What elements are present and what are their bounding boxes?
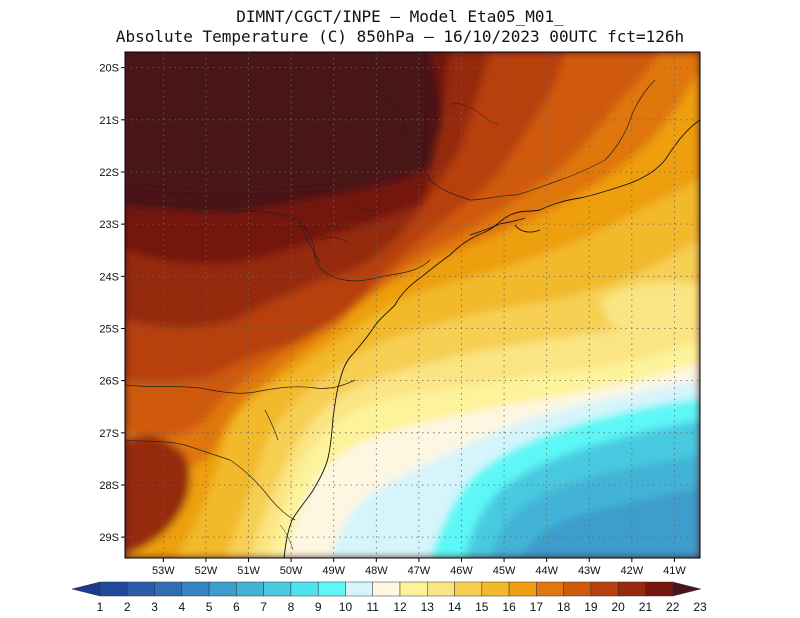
colorbar-label: 6 bbox=[233, 600, 240, 614]
lon-label: 47W bbox=[408, 565, 431, 577]
lon-label: 52W bbox=[195, 565, 218, 577]
lon-label: 48W bbox=[365, 565, 388, 577]
colorbar-swatch bbox=[317, 581, 346, 597]
colorbar-swatch bbox=[617, 581, 646, 597]
state-borders bbox=[125, 52, 656, 521]
lon-label: 53W bbox=[152, 565, 175, 577]
colorbar-swatch bbox=[563, 581, 592, 597]
colorbar-label: 15 bbox=[475, 600, 489, 614]
lat-label: 23S bbox=[99, 219, 119, 231]
lat-label: 20S bbox=[99, 63, 119, 75]
colorbar-label: 2 bbox=[124, 600, 131, 614]
colorbar-label: 13 bbox=[421, 600, 435, 614]
colorbar-label: 18 bbox=[557, 600, 571, 614]
colorbar-label: 3 bbox=[151, 600, 158, 614]
lat-label: 25S bbox=[99, 323, 119, 335]
colorbar-swatch bbox=[208, 581, 237, 597]
colorbar-label: 14 bbox=[448, 600, 462, 614]
colorbar-label: 19 bbox=[584, 600, 598, 614]
colorbar-label: 21 bbox=[639, 600, 653, 614]
colorbar-label: 8 bbox=[288, 600, 295, 614]
colorbar-swatch bbox=[481, 581, 510, 597]
colorbar-label: 20 bbox=[612, 600, 626, 614]
colorbar-swatch bbox=[536, 581, 564, 597]
lon-label: 50W bbox=[280, 565, 303, 577]
colorbar-swatch bbox=[127, 581, 155, 597]
latitude-axis: 20S 21S 22S 23S 24S 25S 26S 27S 28S 29S bbox=[99, 63, 125, 544]
lat-label: 26S bbox=[99, 376, 119, 388]
colorbar-label: 4 bbox=[178, 600, 185, 614]
colorbar-swatch bbox=[290, 581, 319, 597]
colorbar-label: 7 bbox=[260, 600, 267, 614]
colorbar-swatch bbox=[454, 581, 483, 597]
colorbar-swatch bbox=[508, 581, 537, 597]
chart-title-line2: Absolute Temperature (C) 850hPa – 16/10/… bbox=[115, 27, 685, 46]
lat-label: 22S bbox=[99, 167, 119, 179]
colorbar-label: 23 bbox=[693, 600, 707, 614]
colorbar-swatch bbox=[263, 581, 292, 597]
lon-label: 41W bbox=[663, 565, 686, 577]
colorbar-swatch bbox=[645, 581, 673, 597]
lon-label: 43W bbox=[578, 565, 601, 577]
colorbar-arrow-right bbox=[672, 581, 701, 597]
colorbar-swatch bbox=[99, 581, 128, 597]
longitude-axis: 53W 52W 51W 50W 49W 48W 47W 46W 45W 44W 43W 42W 41W bbox=[152, 558, 686, 577]
colorbar-label: 9 bbox=[315, 600, 322, 614]
lon-label: 51W bbox=[237, 565, 260, 577]
colorbar-label: 1 bbox=[97, 600, 104, 614]
colorbar-swatch bbox=[399, 581, 428, 597]
lon-label: 42W bbox=[621, 565, 644, 577]
lat-label: 27S bbox=[99, 428, 119, 440]
colorbar-swatch bbox=[181, 581, 210, 597]
colorbar-label: 12 bbox=[393, 600, 407, 614]
chart-title-line1: DIMNT/CGCT/INPE – Model Eta05_M01_ bbox=[236, 7, 564, 26]
colorbar-label: 22 bbox=[666, 600, 680, 614]
colorbar-swatch bbox=[236, 581, 264, 597]
lat-label: 28S bbox=[99, 480, 119, 492]
lat-label: 29S bbox=[99, 532, 119, 544]
lon-label: 46W bbox=[450, 565, 473, 577]
colorbar-label: 16 bbox=[502, 600, 516, 614]
lon-label: 45W bbox=[493, 565, 516, 577]
colorbar: 1 2 3 4 5 6 7 8 9 10 11 12 13 14 15 16 17 18 19 20 21 22 23 bbox=[71, 581, 707, 614]
temperature-field bbox=[125, 52, 700, 558]
lat-label: 21S bbox=[99, 115, 119, 127]
colorbar-label: 5 bbox=[206, 600, 213, 614]
colorbar-label: 10 bbox=[339, 600, 353, 614]
colorbar-swatch bbox=[590, 581, 619, 597]
colorbar-swatch bbox=[372, 581, 401, 597]
colorbar-label: 17 bbox=[530, 600, 544, 614]
map-frame bbox=[124, 51, 701, 559]
colorbar-arrow-left bbox=[71, 581, 101, 597]
colorbar-label: 11 bbox=[366, 600, 379, 614]
lat-label: 24S bbox=[99, 271, 119, 283]
rivers-lakes bbox=[279, 103, 499, 551]
graticule bbox=[125, 52, 700, 558]
colorbar-swatch bbox=[427, 581, 455, 597]
colorbar-swatch bbox=[345, 581, 373, 597]
lon-label: 49W bbox=[322, 565, 345, 577]
colorbar-swatch bbox=[154, 581, 183, 597]
lon-label: 44W bbox=[535, 565, 558, 577]
